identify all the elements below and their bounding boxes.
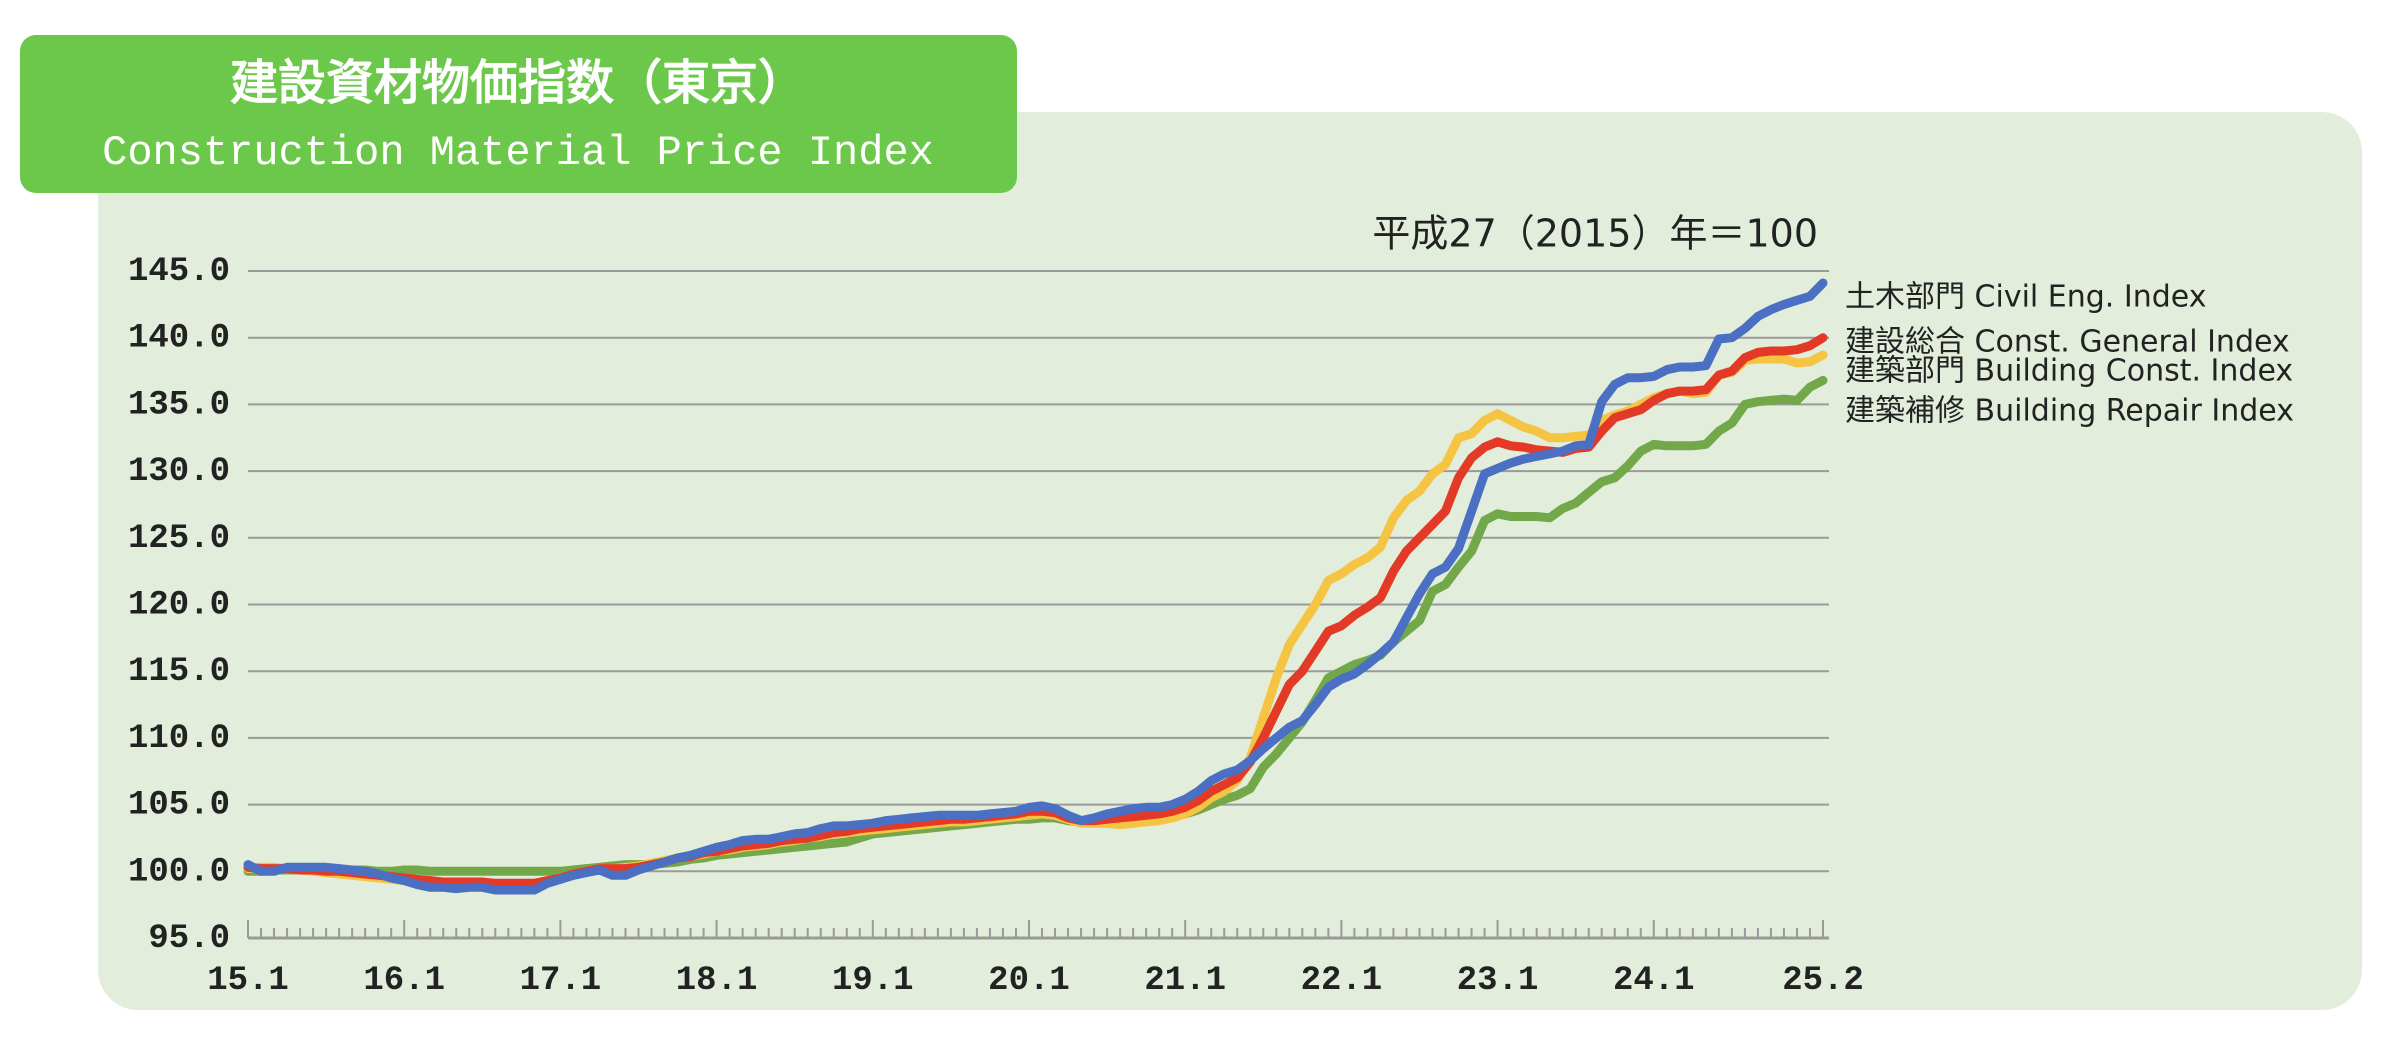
y-tick-label: 130.0 (128, 453, 230, 491)
y-tick-label: 125.0 (128, 520, 230, 558)
y-tick-label: 140.0 (128, 320, 230, 358)
x-tick-label: 25.2 (1782, 962, 1864, 1000)
title-box (20, 35, 1017, 193)
chart-title: 建設資材物価指数（東京） (230, 55, 806, 111)
x-tick-label: 22.1 (1301, 962, 1383, 1000)
x-tick-label: 23.1 (1457, 962, 1539, 1000)
series-line (243, 278, 1828, 895)
y-tick-label: 110.0 (128, 720, 230, 758)
legend-label: 建築補修 Building Repair Index (1845, 394, 2294, 429)
y-tick-label: 145.0 (128, 253, 230, 291)
x-tick-label: 18.1 (676, 962, 758, 1000)
legend-label: 建設総合 Const. General Index (1845, 325, 2290, 360)
x-tick-label: 17.1 (520, 962, 602, 1000)
y-tick-label: 95.0 (148, 920, 230, 958)
y-tick-label: 120.0 (128, 586, 230, 624)
plot-panel (98, 112, 2362, 1010)
y-tick-label: 115.0 (128, 653, 230, 691)
legend-label: 土木部門 Civil Eng. Index (1845, 280, 2206, 315)
y-tick-label: 135.0 (128, 386, 230, 424)
x-tick-label: 15.1 (207, 962, 289, 1000)
legend-label: 建築部門 Building Const. Index (1845, 354, 2293, 389)
annotation: 平成27（2015）年＝100 (1372, 212, 1818, 256)
x-tick-label: 16.1 (363, 962, 445, 1000)
x-tick-label: 21.1 (1144, 962, 1226, 1000)
chart-subtitle: Construction Material Price Index (102, 129, 934, 177)
x-tick-label: 24.1 (1613, 962, 1695, 1000)
y-tick-label: 105.0 (128, 787, 230, 825)
x-tick-label: 20.1 (988, 962, 1070, 1000)
y-tick-label: 100.0 (128, 853, 230, 891)
x-tick-label: 19.1 (832, 962, 914, 1000)
